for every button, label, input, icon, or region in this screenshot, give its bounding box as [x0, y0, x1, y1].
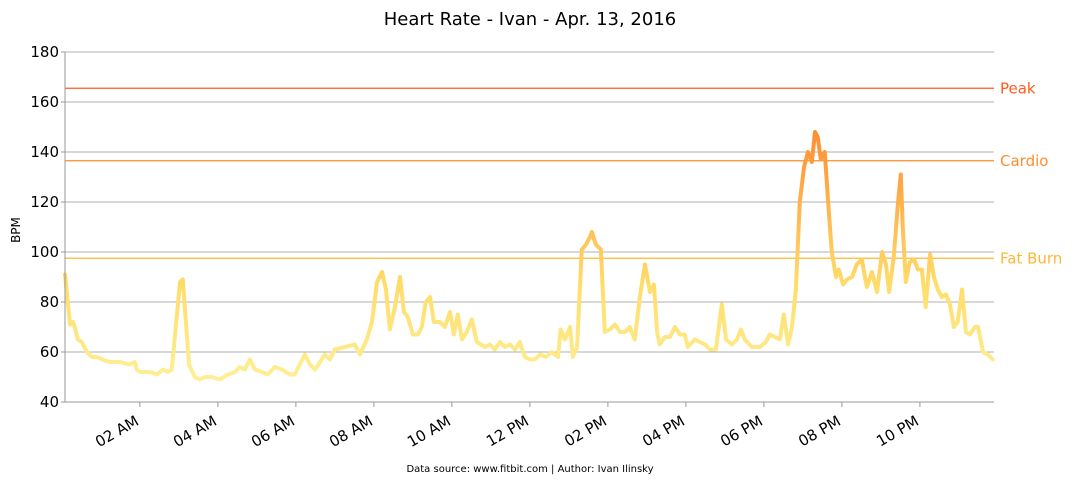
y-tick-label: 40 — [40, 393, 59, 411]
plot — [63, 130, 995, 382]
chart-title: Heart Rate - Ivan - Apr. 13, 2016 — [384, 9, 676, 30]
y-tick-label: 180 — [30, 43, 59, 61]
x-tick-label: 08 PM — [795, 412, 844, 451]
y-tick-label: 60 — [40, 343, 59, 361]
x-tick-label: 02 PM — [561, 412, 610, 451]
x-tick-label: 04 PM — [639, 412, 688, 451]
axes: 40 60 80 100 120 140 160 180 02 AM 04 AM 06 AM 08 A… — [30, 43, 994, 451]
x-tick-label: 06 PM — [717, 412, 766, 451]
x-tick-label: 10 PM — [873, 412, 922, 451]
zone-label: Fat Burn — [1000, 249, 1062, 267]
zone-label: Peak — [1000, 79, 1036, 97]
zone-label: Cardio — [1000, 152, 1048, 170]
y-tick-label: 120 — [30, 193, 59, 211]
y-tick-label: 140 — [30, 143, 59, 161]
x-tick-label: 10 AM — [404, 412, 454, 451]
x-tick-label: 08 AM — [326, 412, 376, 451]
y-tick-label: 80 — [40, 293, 59, 311]
y-tick-label: 100 — [30, 243, 59, 261]
heart-rate-line — [63, 130, 995, 382]
x-tick-label: 04 AM — [170, 412, 220, 451]
y-axis-label: BPM — [9, 217, 23, 243]
x-tick-label: 02 AM — [92, 412, 142, 451]
footer: Data source: www.fitbit.com | Author: Iv… — [406, 464, 653, 475]
grid — [65, 51, 994, 403]
zones: Peak Cardio Fat Burn — [65, 79, 1062, 267]
y-tick-label: 160 — [30, 93, 59, 111]
x-tick-label: 06 AM — [248, 412, 298, 451]
x-tick-label: 12 PM — [483, 412, 532, 451]
